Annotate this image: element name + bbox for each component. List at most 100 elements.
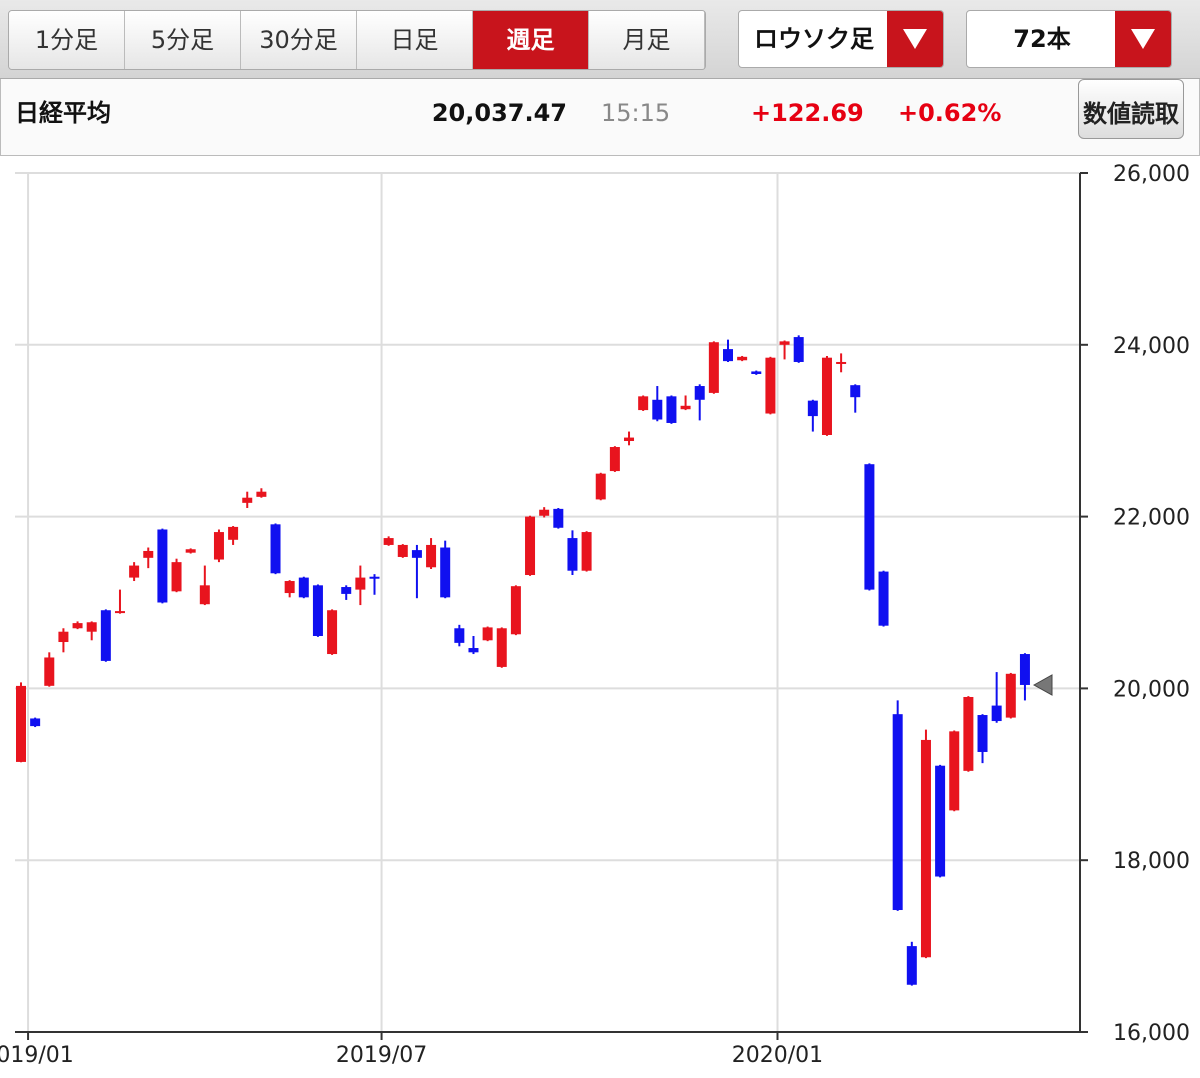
- candle-body: [906, 946, 917, 985]
- candle-body: [143, 550, 154, 558]
- candle-body: [751, 371, 762, 375]
- candle-body: [383, 538, 394, 545]
- y-tick-label: 26,000: [1113, 162, 1190, 187]
- period-tab[interactable]: 週足: [473, 11, 589, 69]
- y-tick-label: 18,000: [1113, 849, 1190, 874]
- candle-body: [86, 622, 97, 632]
- candle-body: [708, 342, 719, 393]
- candle-body: [1019, 654, 1030, 685]
- candle-body: [426, 544, 437, 568]
- dropdown-arrow: [1115, 11, 1171, 67]
- candle-body: [58, 631, 69, 643]
- candle-body: [892, 714, 903, 911]
- candle-body: [213, 532, 224, 560]
- chart-bg: [0, 158, 1200, 1078]
- index-name: 日経平均: [15, 99, 111, 127]
- candle-body: [779, 341, 790, 345]
- toolbar: 1分足 5分足 30分足 日足 週足 月足 ロウソク足 72本: [0, 0, 1200, 79]
- candle-body: [171, 562, 182, 592]
- candle-body: [341, 587, 352, 594]
- period-tab[interactable]: 5分足: [125, 11, 241, 69]
- candle-body: [44, 657, 55, 686]
- candle-body: [567, 538, 578, 571]
- candle-body: [539, 509, 550, 516]
- candle-body: [949, 731, 960, 811]
- y-tick-label: 20,000: [1113, 677, 1190, 702]
- candle-body: [666, 396, 677, 423]
- candle-body: [652, 399, 663, 420]
- candle-body: [312, 585, 323, 637]
- candle-body: [30, 718, 41, 727]
- bar-count-select[interactable]: 72本: [966, 10, 1172, 68]
- y-tick-label: 24,000: [1113, 334, 1190, 359]
- candle-body: [100, 610, 111, 661]
- candle-body: [185, 549, 196, 553]
- candle-body: [228, 526, 239, 540]
- candle-body: [157, 529, 168, 603]
- candle-body: [991, 705, 1002, 722]
- candle-body: [765, 357, 776, 414]
- candle-body: [496, 628, 507, 667]
- candle-body: [72, 623, 83, 629]
- time: 15:15: [601, 99, 671, 127]
- candle-body: [920, 739, 931, 958]
- candle-body: [807, 400, 818, 417]
- dropdown-arrow: [887, 11, 943, 67]
- candle-body: [256, 491, 267, 497]
- candle-body: [242, 497, 253, 503]
- candle-body: [129, 565, 140, 578]
- candle-body: [624, 437, 635, 442]
- candle-body: [963, 696, 974, 771]
- quote-header: 日経平均 20,037.47 15:15 +122.69 +0.62% 数値読取: [0, 79, 1200, 156]
- chart-style-label: ロウソク足: [754, 25, 874, 53]
- candle-body: [440, 547, 451, 598]
- candle-body: [510, 586, 521, 635]
- candle-body: [723, 349, 733, 362]
- candle-body: [609, 447, 620, 472]
- price: 20,037.47: [431, 99, 567, 127]
- bar-count-label: 72本: [1013, 25, 1071, 53]
- candle-body: [737, 356, 748, 361]
- candle-body: [581, 532, 592, 571]
- y-tick-label: 22,000: [1113, 506, 1190, 531]
- candle-body: [482, 627, 493, 641]
- candle-body: [878, 571, 889, 626]
- x-tick-label: 2019/01: [0, 1043, 74, 1068]
- candle-body: [821, 357, 832, 435]
- candle-body: [355, 577, 366, 590]
- candle-body: [270, 524, 281, 574]
- candle-body: [327, 610, 338, 655]
- chart-style-select[interactable]: ロウソク足: [738, 10, 944, 68]
- period-tab[interactable]: 月足: [589, 11, 705, 69]
- candle-body: [369, 576, 380, 579]
- candle-body: [977, 715, 988, 752]
- candle-body: [836, 361, 847, 364]
- period-tab[interactable]: 日足: [357, 11, 473, 69]
- candle-body: [680, 405, 691, 410]
- candle-body: [16, 685, 26, 762]
- period-tabs: 1分足 5分足 30分足 日足 週足 月足: [8, 10, 706, 70]
- candle-body: [553, 508, 564, 528]
- read-values-button[interactable]: 数値読取: [1078, 79, 1184, 139]
- candle-body: [638, 396, 649, 411]
- period-tab[interactable]: 30分足: [241, 11, 357, 69]
- candle-body: [850, 385, 861, 398]
- candle-body: [525, 516, 536, 576]
- candle-body: [864, 464, 875, 590]
- candle-body: [411, 550, 422, 558]
- candle-body: [694, 386, 705, 400]
- candle-body: [595, 473, 606, 500]
- candle-body: [114, 611, 125, 614]
- candle-body: [298, 577, 309, 598]
- change: +122.69: [751, 99, 864, 127]
- x-tick-label: 2020/01: [732, 1043, 823, 1068]
- period-tab[interactable]: 1分足: [9, 11, 125, 69]
- candle-body: [1005, 673, 1016, 718]
- candle-body: [793, 337, 804, 362]
- candle-body: [284, 581, 295, 594]
- x-tick-label: 2019/07: [336, 1043, 427, 1068]
- candle-body: [468, 648, 479, 653]
